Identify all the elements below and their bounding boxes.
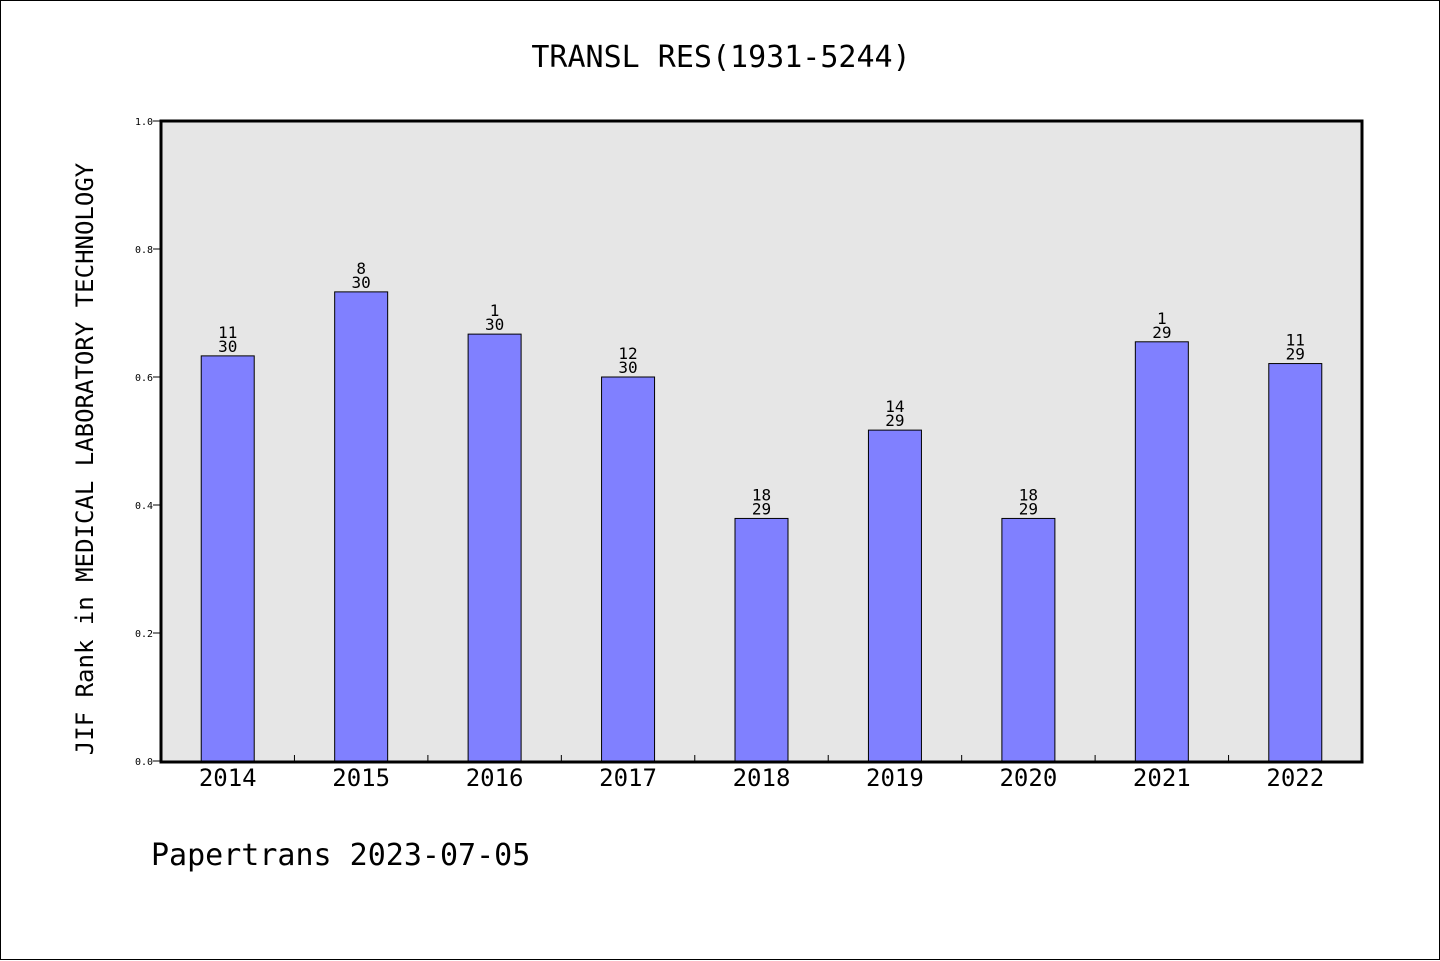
bar-total-label: 30	[352, 273, 371, 292]
bar-2021	[1134, 341, 1189, 762]
bar-rank-label: 8	[356, 259, 366, 278]
bar-total-label: 29	[1286, 345, 1305, 364]
bar-total-label: 29	[885, 411, 904, 430]
x-tick-label: 2020	[999, 764, 1057, 792]
x-tick-label: 2018	[733, 764, 791, 792]
bar-2020	[1001, 517, 1056, 762]
bar-2018	[734, 517, 789, 762]
bar-2017	[601, 376, 656, 762]
bar-rank-label: 11	[1286, 331, 1305, 350]
chart-title: TRANSL RES(1931-5244)	[531, 40, 910, 75]
y-tick-label: 0.0	[135, 757, 153, 768]
x-tick-label: 2022	[1266, 764, 1324, 792]
bar-total-label: 29	[1019, 499, 1038, 518]
bar-rank-label: 14	[885, 397, 904, 416]
y-tick-label: 0.6	[135, 373, 153, 384]
x-tick-label: 2019	[866, 764, 924, 792]
bar-2022	[1268, 363, 1323, 762]
bar-2014	[200, 355, 255, 762]
y-tick-label: 0.4	[135, 501, 153, 512]
bar-rank-label: 1	[490, 301, 500, 320]
x-axis-ticks: 2014 2015 2016 2017 2018 2019 2020 2021 2022	[199, 755, 1324, 792]
y-tick-label: 0.2	[135, 629, 153, 640]
footer-credit: Papertrans 2023-07-05	[151, 838, 530, 873]
x-tick-label: 2021	[1133, 764, 1191, 792]
bar-2015	[334, 291, 389, 762]
x-tick-label: 2016	[466, 764, 524, 792]
bar-rank-label: 11	[218, 323, 237, 342]
bar-2019	[867, 429, 922, 762]
bar-2016	[467, 333, 522, 762]
bar-total-label: 30	[218, 337, 237, 356]
bar-rank-label: 12	[618, 344, 637, 363]
x-tick-label: 2017	[599, 764, 657, 792]
bar-rank-label: 1	[1157, 309, 1167, 328]
bar-total-label: 29	[752, 499, 771, 518]
bar-total-label: 30	[485, 315, 504, 334]
y-tick-label: 1.0	[135, 117, 153, 128]
y-tick-label: 0.8	[135, 245, 153, 256]
bar-rank-label: 18	[1019, 485, 1038, 504]
y-axis-label: JIF Rank in MEDICAL LABORATORY TECHNOLOG…	[71, 162, 99, 755]
bar-rank-label: 18	[752, 485, 771, 504]
bar-total-label: 29	[1152, 323, 1171, 342]
y-axis-ticks: 0.0 0.2 0.4 0.6 0.8 1.0	[135, 117, 161, 768]
bar-total-label: 30	[618, 358, 637, 377]
x-tick-label: 2014	[199, 764, 257, 792]
x-tick-label: 2015	[332, 764, 390, 792]
